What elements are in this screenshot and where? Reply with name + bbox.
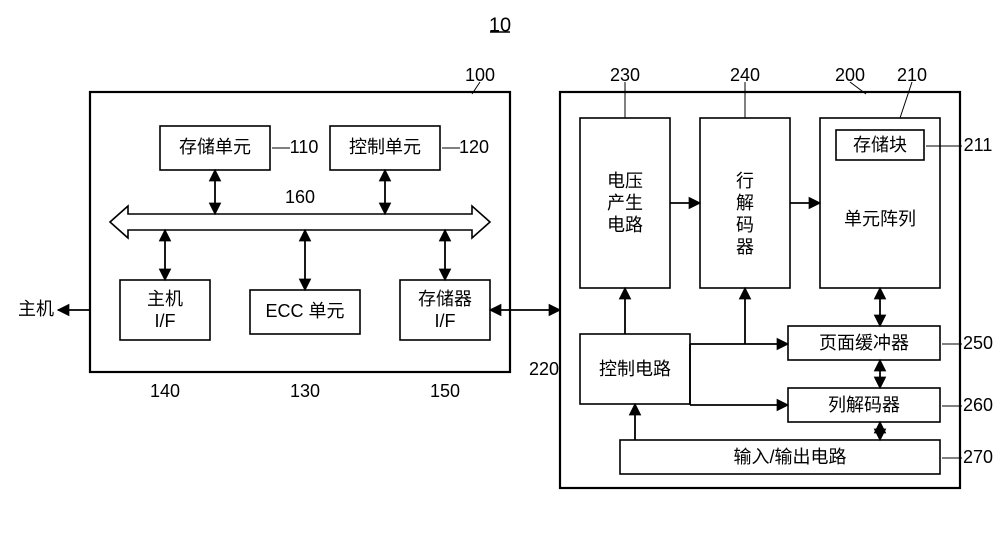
- vgen-l3: 电路: [607, 215, 643, 235]
- memblk-ref: 211: [964, 135, 993, 155]
- pagebuf-ref: 250: [963, 333, 993, 353]
- rowdec-ref: 240: [730, 65, 760, 85]
- left-block-ref: 100: [465, 65, 495, 85]
- host-if-l2: I/F: [155, 311, 176, 331]
- vgen-ref: 230: [610, 65, 640, 85]
- io-label: 输入/输出电路: [733, 447, 846, 467]
- host-label: 主机: [18, 299, 54, 319]
- cellarr-label: 单元阵列: [844, 209, 916, 229]
- ctrl-unit-label: 控制单元: [349, 137, 421, 157]
- host-if-l1: 主机: [147, 289, 183, 309]
- top-ref: 10: [489, 14, 511, 36]
- block-diagram: 10 主机 100 160 存储单元 110 控制单元 120 主机 I/F 1…: [0, 0, 1000, 536]
- cellarr-ref: 210: [897, 65, 927, 85]
- mem-if-l2: I/F: [435, 311, 456, 331]
- host-if-ref: 140: [150, 381, 180, 401]
- io-ref: 270: [963, 447, 993, 467]
- coldec-ref: 260: [963, 395, 993, 415]
- pagebuf-label: 页面缓冲器: [819, 333, 909, 353]
- vgen-l2: 产生: [607, 193, 643, 213]
- ctrl-unit-ref: 120: [459, 137, 489, 157]
- coldec-label: 列解码器: [828, 395, 900, 415]
- ecc-ref: 130: [290, 381, 320, 401]
- bus-ref: 160: [285, 187, 315, 207]
- mem-unit-label: 存储单元: [179, 137, 251, 157]
- vgen-l1: 电压: [607, 171, 643, 191]
- ctrl-label: 控制电路: [599, 359, 671, 379]
- ecc-label: ECC 单元: [265, 301, 344, 321]
- rowdec-lc: 码: [736, 215, 754, 235]
- mem-if-l1: 存储器: [418, 289, 472, 309]
- ctrl-ref: 220: [529, 359, 559, 379]
- mem-if-ref: 150: [430, 381, 460, 401]
- mem-unit-ref: 110: [290, 137, 319, 157]
- rowdec-ld: 器: [736, 237, 754, 257]
- rowdec-lb: 解: [736, 193, 754, 213]
- rowdec-la: 行: [736, 171, 754, 191]
- right-block-ref: 200: [835, 65, 865, 85]
- memblk-label: 存储块: [853, 135, 907, 155]
